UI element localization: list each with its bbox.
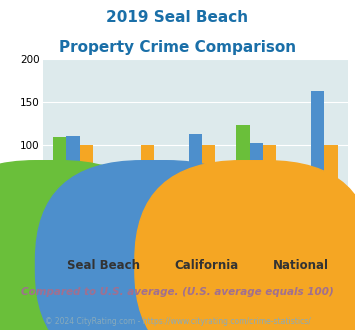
Bar bbox=[311, 91, 324, 231]
Text: Larceny & Theft: Larceny & Theft bbox=[220, 238, 293, 247]
Text: All Property Crime: All Property Crime bbox=[32, 245, 114, 254]
Bar bbox=[250, 143, 263, 231]
Text: Property Crime Comparison: Property Crime Comparison bbox=[59, 40, 296, 54]
Text: California: California bbox=[174, 259, 238, 272]
Bar bbox=[236, 125, 250, 231]
Text: National: National bbox=[273, 259, 329, 272]
Bar bbox=[141, 145, 154, 231]
Text: 2019 Seal Beach: 2019 Seal Beach bbox=[106, 10, 248, 25]
Text: Seal Beach: Seal Beach bbox=[67, 259, 141, 272]
Bar bbox=[189, 134, 202, 231]
Bar bbox=[202, 145, 215, 231]
Bar bbox=[53, 137, 66, 231]
Text: Compared to U.S. average. (U.S. average equals 100): Compared to U.S. average. (U.S. average … bbox=[21, 287, 334, 297]
Text: Burglary: Burglary bbox=[176, 245, 214, 254]
Text: Arson: Arson bbox=[121, 238, 147, 247]
Bar bbox=[297, 180, 311, 231]
Bar bbox=[324, 145, 338, 231]
Text: Motor Vehicle Theft: Motor Vehicle Theft bbox=[273, 245, 355, 254]
Text: © 2024 CityRating.com - https://www.cityrating.com/crime-statistics/: © 2024 CityRating.com - https://www.city… bbox=[45, 317, 310, 326]
Bar bbox=[66, 136, 80, 231]
Bar bbox=[263, 145, 277, 231]
Bar bbox=[80, 145, 93, 231]
Bar bbox=[175, 167, 189, 231]
